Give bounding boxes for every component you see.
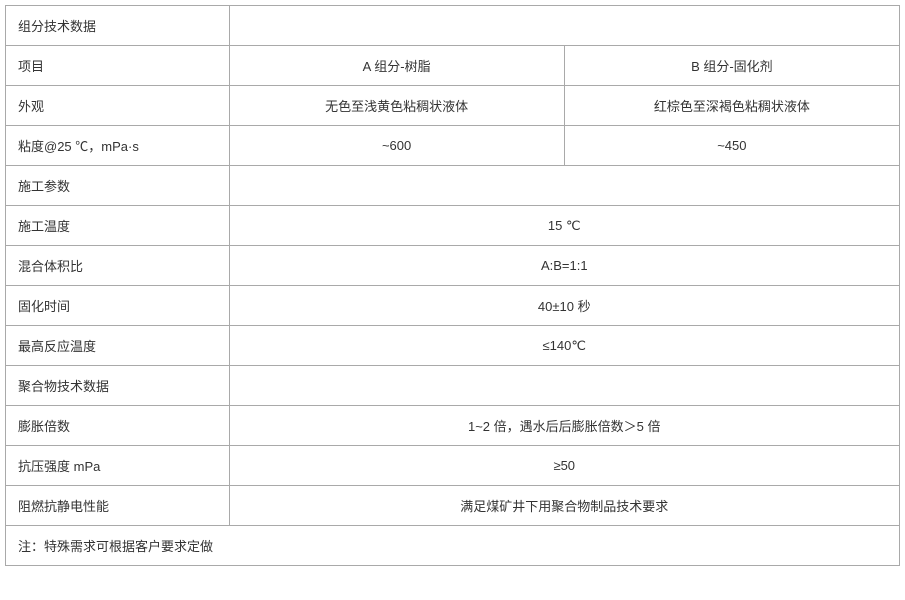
- row-label: 项目: [6, 46, 230, 86]
- table-row: 混合体积比 A:B=1:1: [6, 246, 900, 286]
- note-cell: 注：特殊需求可根据客户要求定做: [6, 526, 900, 566]
- table-row: 粘度@25 ℃，mPa·s ~600 ~450: [6, 126, 900, 166]
- table-row: 组分技术数据: [6, 6, 900, 46]
- row-label: 抗压强度 mPa: [6, 446, 230, 486]
- cell-value: 15 ℃: [229, 206, 900, 246]
- table-row: 膨胀倍数 1~2 倍，遇水后后膨胀倍数＞5 倍: [6, 406, 900, 446]
- table-row: 固化时间 40±10 秒: [6, 286, 900, 326]
- row-label: 最高反应温度: [6, 326, 230, 366]
- empty-cell: [229, 366, 900, 406]
- table-row: 施工温度 15 ℃: [6, 206, 900, 246]
- table-row: 项目 A 组分-树脂 B 组分-固化剂: [6, 46, 900, 86]
- row-label: 阻燃抗静电性能: [6, 486, 230, 526]
- cell-colB: 红棕色至深褐色粘稠状液体: [564, 86, 899, 126]
- empty-cell: [229, 166, 900, 206]
- row-label: 混合体积比: [6, 246, 230, 286]
- table-row: 注：特殊需求可根据客户要求定做: [6, 526, 900, 566]
- spec-table: 组分技术数据 项目 A 组分-树脂 B 组分-固化剂 外观 无色至浅黄色粘稠状液…: [5, 5, 900, 566]
- cell-value: 40±10 秒: [229, 286, 900, 326]
- cell-colA: A 组分-树脂: [229, 46, 564, 86]
- table-row: 聚合物技术数据: [6, 366, 900, 406]
- cell-colB: B 组分-固化剂: [564, 46, 899, 86]
- row-label: 粘度@25 ℃，mPa·s: [6, 126, 230, 166]
- cell-value: ≤140℃: [229, 326, 900, 366]
- table-row: 外观 无色至浅黄色粘稠状液体 红棕色至深褐色粘稠状液体: [6, 86, 900, 126]
- table-row: 阻燃抗静电性能 满足煤矿井下用聚合物制品技术要求: [6, 486, 900, 526]
- row-label: 外观: [6, 86, 230, 126]
- table-row: 施工参数: [6, 166, 900, 206]
- cell-colA: ~600: [229, 126, 564, 166]
- row-label: 膨胀倍数: [6, 406, 230, 446]
- row-label: 施工温度: [6, 206, 230, 246]
- cell-value: 1~2 倍，遇水后后膨胀倍数＞5 倍: [229, 406, 900, 446]
- empty-cell: [229, 6, 900, 46]
- cell-colA: 无色至浅黄色粘稠状液体: [229, 86, 564, 126]
- cell-value: 满足煤矿井下用聚合物制品技术要求: [229, 486, 900, 526]
- section-header-construction: 施工参数: [6, 166, 230, 206]
- cell-value: ≥50: [229, 446, 900, 486]
- cell-value: A:B=1:1: [229, 246, 900, 286]
- section-header-polymer: 聚合物技术数据: [6, 366, 230, 406]
- table-row: 最高反应温度 ≤140℃: [6, 326, 900, 366]
- cell-colB: ~450: [564, 126, 899, 166]
- row-label: 固化时间: [6, 286, 230, 326]
- section-header-component: 组分技术数据: [6, 6, 230, 46]
- table-row: 抗压强度 mPa ≥50: [6, 446, 900, 486]
